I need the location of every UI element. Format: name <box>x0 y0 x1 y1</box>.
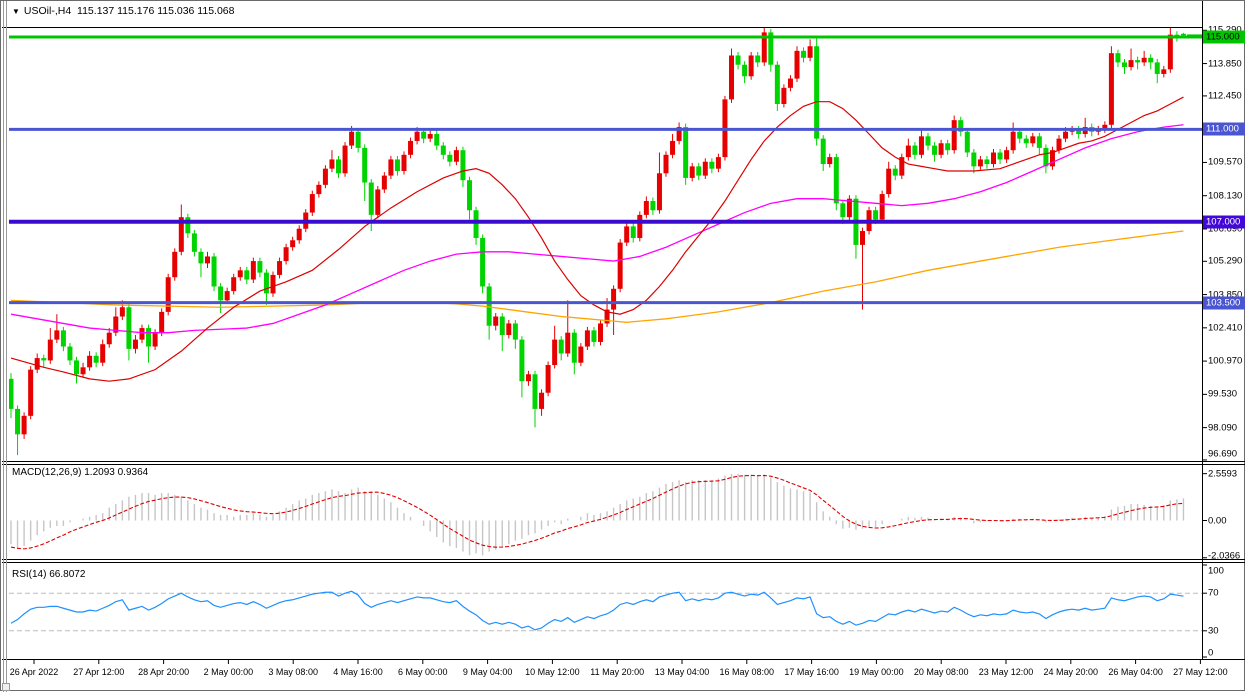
rsi-line <box>10 590 1184 631</box>
chart-symbol-period: USOil-,H4 <box>23 5 72 17</box>
time-tick-label: 23 May 12:00 <box>978 667 1034 677</box>
price-tick-label: 96.690 <box>1208 448 1238 460</box>
macd-tick-label: -2.0366 <box>1208 550 1241 562</box>
time-tick-label: 10 May 12:00 <box>525 667 580 677</box>
time-tick-label: 13 May 04:00 <box>654 667 710 677</box>
time-tick-label: 28 Apr 20:00 <box>138 667 190 677</box>
ma-fast-line <box>10 96 1184 382</box>
window-left-border-inner <box>6 1 7 692</box>
rsi-tick-label: 30 <box>1208 625 1219 637</box>
price-tick-label: 102.410 <box>1208 322 1243 334</box>
ohlc-dropdown-icon[interactable]: ▼ <box>12 7 20 16</box>
rsi-tick-label: 100 <box>1208 565 1224 577</box>
price-badge: 115.000 <box>1203 30 1245 44</box>
time-tick-label: 17 May 16:00 <box>784 667 839 677</box>
price-badge: 103.500 <box>1203 296 1245 310</box>
chart-title: ▼ USOil-,H4 115.137 115.176 115.036 115.0… <box>12 5 235 17</box>
time-tick-label: 19 May 00:00 <box>849 667 904 677</box>
time-tick-label: 3 May 08:00 <box>268 667 318 677</box>
ma-slow-line <box>10 230 1184 323</box>
window-corner-box <box>2 683 10 691</box>
rsi-pane[interactable] <box>9 590 1202 632</box>
price-tick-label: 108.130 <box>1208 190 1243 202</box>
time-tick-label: 11 May 20:00 <box>590 667 645 677</box>
price-badge: 107.000 <box>1203 215 1245 229</box>
price-tick-label: 113.850 <box>1208 58 1242 70</box>
time-tick-label: 4 May 16:00 <box>333 667 383 677</box>
time-tick-label: 27 May 12:00 <box>1173 667 1228 677</box>
macd-tick-label: 2.5593 <box>1208 468 1238 480</box>
time-tick-label: 26 Apr 2022 <box>9 667 59 677</box>
price-tick-label: 99.530 <box>1208 388 1238 400</box>
chart-ohlc-values: 115.137 115.176 115.036 115.068 <box>77 5 235 17</box>
price-tick-label: 109.570 <box>1208 156 1243 168</box>
macd-signal-line <box>10 474 1184 550</box>
time-tick-label: 26 May 04:00 <box>1108 667 1163 677</box>
ma-mid-line <box>10 124 1184 334</box>
time-tick-label: 20 May 08:00 <box>913 667 969 677</box>
window-left-border <box>3 1 4 692</box>
macd-indicator-label: MACD(12,26,9) 1.2093 0.9364 <box>12 467 149 478</box>
time-tick-label: 27 Apr 12:00 <box>73 667 125 677</box>
price-tick-label: 103.850 <box>1208 289 1243 301</box>
price-tick-label: 100.970 <box>1208 355 1243 367</box>
candlestick-layer[interactable] <box>9 27 1186 456</box>
rsi-indicator-label: RSI(14) 66.8072 <box>12 569 86 580</box>
macd-tick-label: 0.00 <box>1208 515 1227 526</box>
rsi-tick-label: 0 <box>1208 647 1214 659</box>
rsi-tick-label: 70 <box>1208 587 1219 599</box>
time-tick-label: 16 May 08:00 <box>719 667 775 677</box>
time-tick-label: 24 May 20:00 <box>1043 667 1099 677</box>
time-tick-label: 9 May 04:00 <box>462 667 513 677</box>
price-tick-label: 112.450 <box>1208 90 1242 102</box>
time-tick-label: 2 May 00:00 <box>203 667 254 677</box>
price-tick-label: 106.690 <box>1208 223 1243 235</box>
price-badge: 111.000 <box>1203 122 1245 136</box>
price-tick-label: 98.090 <box>1208 422 1238 434</box>
time-tick-label: 6 May 00:00 <box>398 667 448 677</box>
price-tick-label: 115.290 <box>1208 25 1242 36</box>
macd-pane[interactable] <box>10 473 1185 556</box>
price-tick-label: 105.290 <box>1208 255 1243 267</box>
